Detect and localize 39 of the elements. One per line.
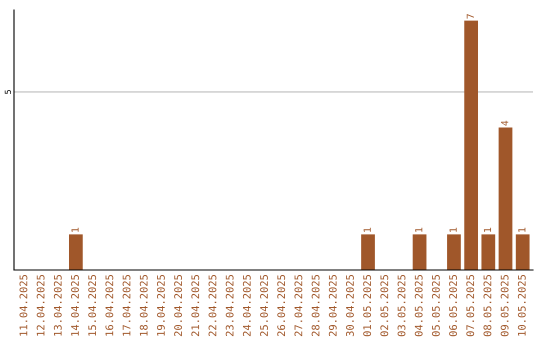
x-tick-label: 11.04.2025 (19, 275, 28, 336)
data-label: 1 (364, 228, 371, 232)
x-tick-label: 23.04.2025 (226, 275, 234, 336)
x-tick-label: 09.05.2025 (500, 275, 509, 336)
data-label: 1 (518, 228, 526, 232)
data-label: 1 (450, 228, 457, 232)
x-tick-label: 12.04.2025 (36, 275, 45, 336)
x-tick-label: 25.04.2025 (260, 275, 268, 336)
x-tick-label: 26.04.2025 (277, 275, 286, 336)
x-tick-label: 05.05.2025 (432, 275, 440, 336)
x-tick-label: 28.04.2025 (312, 275, 320, 336)
x-tick-label: 14.04.2025 (71, 275, 79, 336)
x-tick-label: 27.04.2025 (294, 275, 302, 336)
x-tick-label: 18.04.2025 (140, 275, 148, 336)
x-tick-label: 08.05.2025 (483, 275, 492, 336)
x-tick-label: 13.04.2025 (54, 275, 62, 336)
data-label: 7 (466, 14, 474, 19)
x-tick-label: 02.05.2025 (380, 275, 388, 336)
x-tick-label: 03.05.2025 (398, 275, 406, 336)
data-label: 1 (484, 228, 492, 232)
x-tick-label: 20.04.2025 (174, 275, 182, 336)
x-tick-label: 10.05.2025 (518, 275, 526, 336)
x-tick-label: 19.04.2025 (156, 275, 165, 336)
x-tick-label: 01.05.2025 (363, 275, 372, 336)
data-label: 4 (501, 120, 508, 126)
x-tick-label: 15.04.2025 (88, 275, 96, 336)
x-tick-label: 07.05.2025 (466, 275, 474, 336)
x-tick-label: 06.05.2025 (449, 275, 457, 336)
x-tick-label: 30.04.2025 (346, 275, 354, 336)
data-label: 1 (71, 228, 79, 232)
x-tick-label: 04.05.2025 (414, 275, 423, 336)
x-tick-label: 17.04.2025 (122, 275, 130, 336)
y-tick-label: 5 (4, 90, 11, 94)
x-tick-label: 21.04.2025 (191, 275, 200, 336)
x-tick-label: 24.04.2025 (242, 275, 251, 336)
x-tick-label: 29.04.2025 (328, 275, 337, 336)
x-tick-label: 22.04.2025 (208, 275, 216, 336)
data-label: 1 (415, 228, 422, 232)
x-tick-label: 16.04.2025 (105, 275, 114, 336)
